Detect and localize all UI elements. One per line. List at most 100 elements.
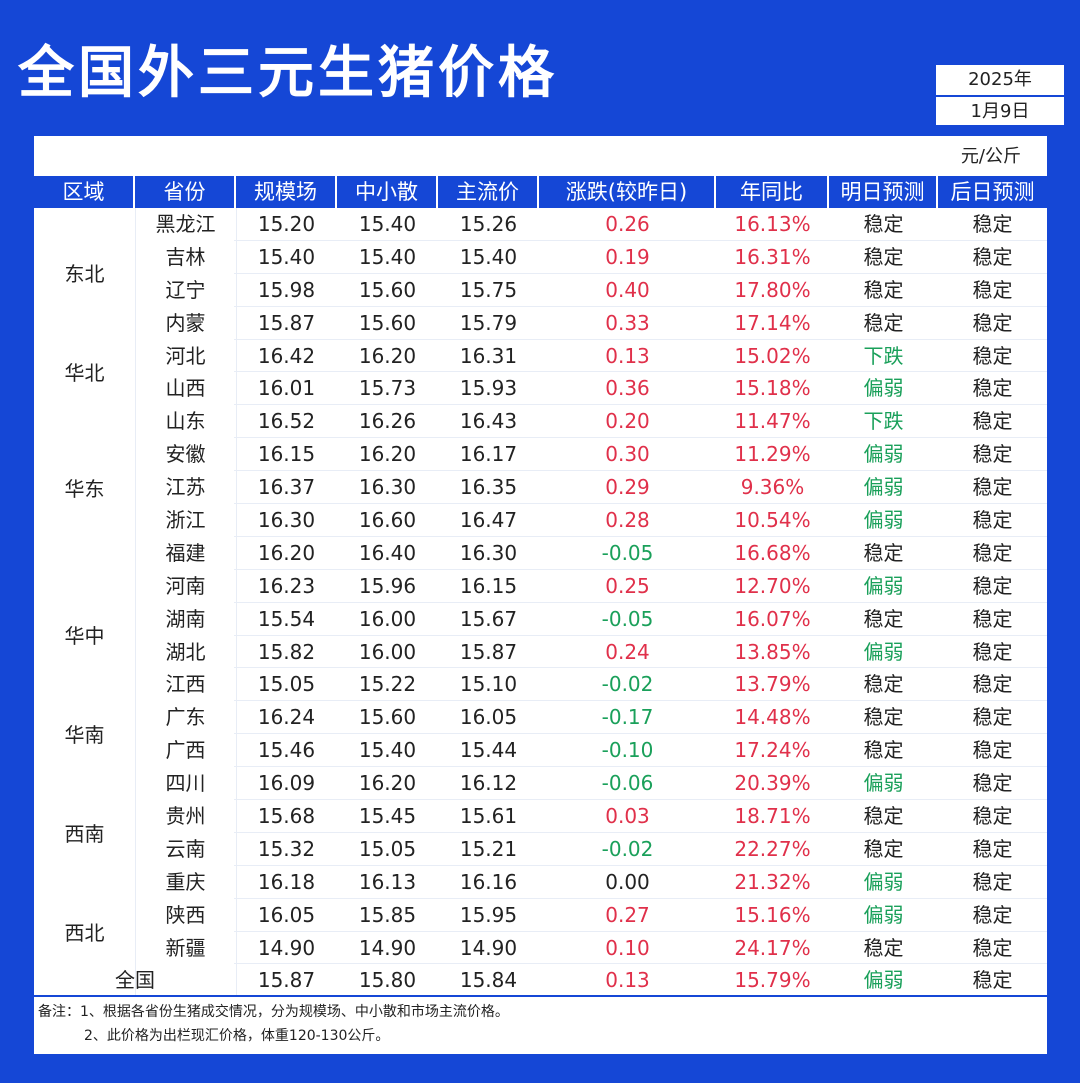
cell-yoy: 14.48% bbox=[734, 705, 811, 730]
cell-change: 0.33 bbox=[605, 310, 650, 335]
cell-scale-farm: 14.90 bbox=[257, 935, 316, 960]
cell-small-farm: 16.00 bbox=[358, 639, 417, 664]
page-title: 全国外三元生猪价格 bbox=[18, 41, 558, 106]
cell-small-farm: 16.20 bbox=[358, 343, 417, 368]
cell-small-farm: 15.60 bbox=[358, 277, 417, 302]
cell-province: 江苏 bbox=[165, 475, 206, 500]
cell-change: 0.26 bbox=[605, 212, 650, 236]
cell-forecast-after: 稳定 bbox=[972, 244, 1013, 269]
cell-forecast-tomorrow: 稳定 bbox=[863, 540, 904, 565]
cell-forecast-after: 稳定 bbox=[972, 705, 1013, 730]
row-divider bbox=[234, 930, 1047, 932]
cell-main-price: 14.90 bbox=[459, 935, 518, 960]
cell-main-price: 16.05 bbox=[459, 705, 518, 730]
row-divider bbox=[234, 799, 1047, 801]
cell-forecast-tomorrow: 稳定 bbox=[863, 212, 904, 236]
cell-region bbox=[34, 668, 135, 701]
cell-forecast-after: 稳定 bbox=[972, 376, 1013, 401]
cell-province: 贵州 bbox=[165, 804, 206, 829]
row-divider bbox=[234, 897, 1047, 899]
table-row: 辽宁 15.98 15.60 15.75 0.40 17.80% 稳定 稳定 bbox=[34, 274, 1047, 307]
cell-main-price: 15.26 bbox=[459, 212, 518, 236]
cell-forecast-after: 稳定 bbox=[972, 639, 1013, 664]
cell-province: 浙江 bbox=[165, 508, 206, 533]
cell-scale-farm: 16.05 bbox=[257, 902, 316, 927]
cell-small-farm: 16.40 bbox=[358, 540, 417, 565]
header-forecast-tomorrow: 明日预测 bbox=[829, 176, 938, 208]
region-label: 西北 bbox=[64, 921, 105, 945]
cell-small-farm: 15.22 bbox=[358, 672, 417, 697]
cell-scale-farm: 15.46 bbox=[257, 738, 316, 763]
cell-yoy: 24.17% bbox=[734, 935, 811, 960]
cell-forecast-tomorrow: 稳定 bbox=[863, 277, 904, 302]
cell-main-price: 15.79 bbox=[459, 310, 518, 335]
cell-scale-farm: 15.98 bbox=[257, 277, 316, 302]
cell-main-price: 15.67 bbox=[459, 606, 518, 631]
cell-scale-farm: 15.54 bbox=[257, 606, 316, 631]
row-divider bbox=[234, 963, 1047, 965]
cell-province: 辽宁 bbox=[165, 277, 206, 302]
cell-scale-farm: 16.18 bbox=[257, 869, 316, 894]
cell-small-farm: 16.60 bbox=[358, 508, 417, 533]
cell-change: 0.13 bbox=[605, 968, 650, 993]
cell-change: 0.00 bbox=[605, 869, 650, 894]
cell-national-label: 全国 bbox=[115, 968, 155, 993]
cell-change: -0.06 bbox=[601, 771, 654, 796]
table-row: 河北 16.42 16.20 16.31 0.13 15.02% 下跌 稳定 bbox=[34, 340, 1047, 373]
row-divider bbox=[234, 437, 1047, 439]
note-2: 2、此价格为出栏现汇价格，体重120-130公斤。 bbox=[84, 1028, 390, 1044]
table-row: 湖北 15.82 16.00 15.87 0.24 13.85% 偏弱 稳定 bbox=[34, 636, 1047, 669]
row-divider bbox=[234, 305, 1047, 307]
region-label: 东北 bbox=[64, 262, 105, 286]
cell-scale-farm: 16.24 bbox=[257, 705, 316, 730]
cell-change: 0.29 bbox=[605, 475, 650, 500]
cell-province: 江西 bbox=[165, 672, 206, 697]
table-row: 河南 16.23 15.96 16.15 0.25 12.70% 偏弱 稳定 bbox=[34, 570, 1047, 603]
table-row: 四川 16.09 16.20 16.12 -0.06 20.39% 偏弱 稳定 bbox=[34, 767, 1047, 801]
cell-yoy: 16.68% bbox=[734, 540, 811, 565]
cell-province: 山西 bbox=[165, 376, 206, 401]
cell-region bbox=[34, 570, 135, 603]
cell-forecast-after: 稳定 bbox=[972, 869, 1013, 894]
cell-change: -0.02 bbox=[601, 836, 654, 861]
cell-province: 河北 bbox=[165, 343, 206, 368]
cell-province: 湖南 bbox=[165, 606, 206, 631]
cell-change: -0.05 bbox=[601, 606, 654, 631]
row-divider bbox=[234, 535, 1047, 537]
cell-small-farm: 15.85 bbox=[358, 902, 417, 927]
cell-change: 0.28 bbox=[605, 508, 650, 533]
cell-yoy: 15.18% bbox=[734, 376, 811, 401]
row-divider bbox=[234, 568, 1047, 570]
cell-small-farm: 15.80 bbox=[358, 968, 417, 993]
cell-yoy: 11.47% bbox=[734, 409, 811, 434]
cell-scale-farm: 16.15 bbox=[257, 442, 316, 467]
cell-region bbox=[34, 537, 135, 570]
cell-main-price: 16.43 bbox=[459, 409, 518, 434]
cell-forecast-tomorrow: 偏弱 bbox=[863, 968, 904, 993]
row-divider bbox=[234, 766, 1047, 768]
cell-yoy: 17.14% bbox=[734, 310, 811, 335]
cell-forecast-tomorrow: 偏弱 bbox=[863, 508, 904, 533]
cell-region bbox=[34, 208, 135, 241]
cell-change: -0.17 bbox=[601, 705, 654, 730]
header-change: 涨跌(较昨日) bbox=[539, 176, 716, 208]
cell-small-farm: 16.00 bbox=[358, 606, 417, 631]
header-region: 区域 bbox=[34, 176, 135, 208]
column-divider bbox=[135, 208, 136, 996]
cell-scale-farm: 15.05 bbox=[257, 672, 316, 697]
cell-forecast-tomorrow: 偏弱 bbox=[863, 771, 904, 796]
row-divider bbox=[234, 338, 1047, 340]
cell-small-farm: 16.20 bbox=[358, 771, 417, 796]
cell-forecast-tomorrow: 偏弱 bbox=[863, 442, 904, 467]
cell-region bbox=[34, 405, 135, 438]
cell-scale-farm: 16.42 bbox=[257, 343, 316, 368]
table-bottom-border bbox=[34, 995, 1047, 997]
row-divider bbox=[234, 272, 1047, 274]
row-divider bbox=[234, 667, 1047, 669]
cell-scale-farm: 16.37 bbox=[257, 475, 316, 500]
cell-main-price: 16.12 bbox=[459, 771, 518, 796]
region-label: 华南 bbox=[64, 723, 105, 747]
cell-main-price: 15.95 bbox=[459, 902, 518, 927]
cell-forecast-tomorrow: 偏弱 bbox=[863, 573, 904, 598]
cell-forecast-after: 稳定 bbox=[972, 771, 1013, 796]
